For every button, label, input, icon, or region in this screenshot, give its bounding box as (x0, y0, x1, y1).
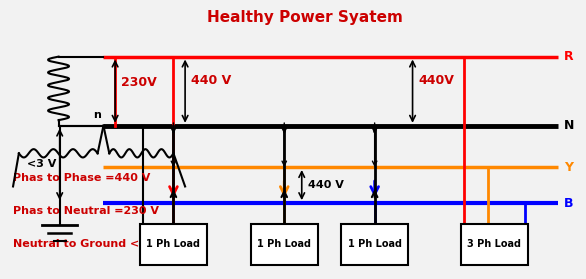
Text: Phas to Neutral =230 V: Phas to Neutral =230 V (13, 206, 159, 216)
Text: Phas to Phase =440 V: Phas to Phase =440 V (13, 173, 151, 183)
Text: 1 Ph Load: 1 Ph Load (257, 239, 311, 249)
Text: n: n (93, 110, 101, 120)
Text: 230V: 230V (121, 76, 156, 89)
Text: Healthy Power Syatem: Healthy Power Syatem (207, 10, 403, 25)
Text: B: B (564, 196, 574, 210)
Text: N: N (564, 119, 575, 132)
Text: <3 V: <3 V (28, 159, 57, 169)
Text: 3 Ph Load: 3 Ph Load (467, 239, 521, 249)
FancyBboxPatch shape (341, 224, 408, 265)
Text: 440 V: 440 V (308, 180, 343, 190)
Text: 440V: 440V (418, 74, 454, 86)
Text: 1 Ph Load: 1 Ph Load (146, 239, 200, 249)
Text: Neutral to Ground <3 V: Neutral to Ground <3 V (13, 239, 159, 249)
Text: 440 V: 440 V (191, 74, 231, 86)
Text: R: R (564, 50, 574, 63)
Text: 1 Ph Load: 1 Ph Load (347, 239, 401, 249)
FancyBboxPatch shape (461, 224, 528, 265)
Text: Y: Y (564, 161, 573, 174)
FancyBboxPatch shape (140, 224, 207, 265)
FancyBboxPatch shape (251, 224, 318, 265)
